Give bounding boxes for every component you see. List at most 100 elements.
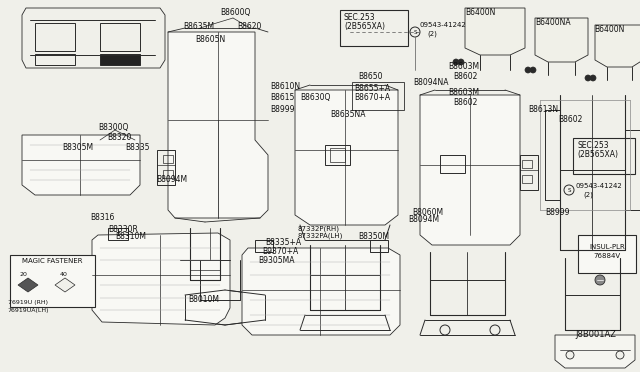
Bar (325, 145, 350, 165)
Bar (330, 148, 345, 162)
Polygon shape (185, 290, 265, 325)
Bar (573, 138, 635, 174)
Text: B8630Q: B8630Q (300, 93, 330, 102)
Polygon shape (22, 135, 140, 195)
Text: B8350M: B8350M (358, 232, 389, 241)
Polygon shape (55, 278, 75, 292)
Bar (352, 82, 404, 110)
Text: B8605N: B8605N (195, 35, 225, 44)
Circle shape (490, 325, 500, 335)
Bar (35, 23, 75, 51)
Text: B8650: B8650 (358, 72, 383, 81)
Text: 76884V: 76884V (593, 253, 621, 259)
Text: B8620: B8620 (237, 22, 261, 31)
Text: B8094M: B8094M (156, 175, 187, 184)
Polygon shape (465, 8, 525, 55)
Text: (2B565XA): (2B565XA) (344, 22, 385, 31)
Text: MAGIC FASTENER: MAGIC FASTENER (22, 258, 83, 264)
Text: B8600Q: B8600Q (220, 8, 250, 17)
Polygon shape (242, 248, 400, 335)
Text: B8335+A: B8335+A (265, 238, 301, 247)
Bar (100, 23, 140, 51)
Text: SEC.253: SEC.253 (344, 13, 376, 22)
Text: B6400N: B6400N (594, 25, 625, 34)
Text: B9305MA: B9305MA (258, 256, 294, 265)
Bar (163, 170, 173, 178)
Circle shape (530, 67, 536, 73)
Text: B8603M: B8603M (448, 62, 479, 71)
Text: B8613N: B8613N (528, 105, 558, 114)
Text: B8602: B8602 (453, 72, 477, 81)
Polygon shape (168, 32, 268, 218)
Text: B8670+A: B8670+A (354, 93, 390, 102)
Bar (440, 155, 465, 173)
Text: INSUL-PLR: INSUL-PLR (589, 244, 625, 250)
Text: B8635NA: B8635NA (330, 110, 365, 119)
Circle shape (453, 59, 459, 65)
Bar (578, 235, 636, 273)
Text: (2B565XA): (2B565XA) (577, 150, 618, 159)
Circle shape (315, 321, 325, 331)
Text: S: S (413, 29, 417, 35)
Text: B8320: B8320 (107, 133, 131, 142)
Text: 40: 40 (60, 272, 68, 277)
Text: B8335: B8335 (125, 143, 150, 152)
Text: S: S (567, 187, 571, 192)
Bar (370, 240, 388, 252)
Circle shape (595, 275, 605, 285)
Circle shape (440, 325, 450, 335)
Bar (100, 54, 140, 65)
Text: B8602: B8602 (558, 115, 582, 124)
Text: B8999: B8999 (545, 208, 570, 217)
Text: B8999: B8999 (270, 105, 294, 114)
Text: B8615: B8615 (270, 93, 294, 102)
Text: B8602: B8602 (453, 98, 477, 107)
Polygon shape (420, 95, 520, 245)
Bar (108, 228, 128, 240)
Circle shape (458, 59, 464, 65)
Text: 87332P(RH): 87332P(RH) (298, 225, 340, 231)
Text: J8B001AZ: J8B001AZ (575, 330, 616, 339)
Circle shape (566, 351, 574, 359)
Text: SEC.253: SEC.253 (577, 141, 609, 150)
Text: B8610N: B8610N (270, 82, 300, 91)
Text: B8635M: B8635M (183, 22, 214, 31)
Text: B8010M: B8010M (188, 295, 219, 304)
Text: B8330R: B8330R (108, 225, 138, 234)
Text: B9370+A: B9370+A (262, 247, 298, 256)
Circle shape (525, 67, 531, 73)
Text: 76919UA(LH): 76919UA(LH) (7, 308, 49, 313)
Text: B6400N: B6400N (465, 8, 495, 17)
Text: B8305M: B8305M (62, 143, 93, 152)
Text: (2): (2) (583, 191, 593, 198)
Circle shape (590, 75, 596, 81)
Polygon shape (555, 335, 635, 368)
Polygon shape (92, 233, 230, 325)
Circle shape (585, 75, 591, 81)
Polygon shape (295, 90, 398, 225)
Text: 20: 20 (20, 272, 28, 277)
Bar (255, 240, 273, 252)
Text: B8655+A: B8655+A (354, 84, 390, 93)
Text: B6400NA: B6400NA (535, 18, 571, 27)
Text: 76919U (RH): 76919U (RH) (8, 300, 48, 305)
Text: B8094NA: B8094NA (413, 78, 449, 87)
Circle shape (195, 310, 205, 320)
Text: B8310M: B8310M (115, 232, 146, 241)
Text: B8060M: B8060M (412, 208, 443, 217)
Bar (522, 160, 532, 168)
Circle shape (616, 351, 624, 359)
Polygon shape (595, 25, 640, 67)
Bar (10, 255, 95, 307)
Bar (163, 155, 173, 163)
Text: 09543-41242: 09543-41242 (420, 22, 467, 28)
Circle shape (245, 310, 255, 320)
Bar (35, 54, 75, 65)
Bar (522, 175, 532, 183)
Text: (2): (2) (427, 30, 437, 36)
Text: 09543-41242: 09543-41242 (576, 183, 623, 189)
Text: B8094M: B8094M (408, 215, 439, 224)
Polygon shape (18, 278, 38, 292)
Text: 87332PA(LH): 87332PA(LH) (298, 232, 344, 238)
Circle shape (365, 321, 375, 331)
